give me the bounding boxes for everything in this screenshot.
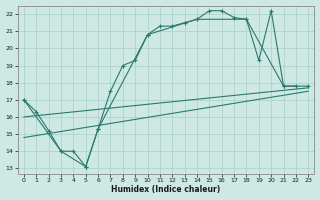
X-axis label: Humidex (Indice chaleur): Humidex (Indice chaleur) bbox=[111, 185, 221, 194]
